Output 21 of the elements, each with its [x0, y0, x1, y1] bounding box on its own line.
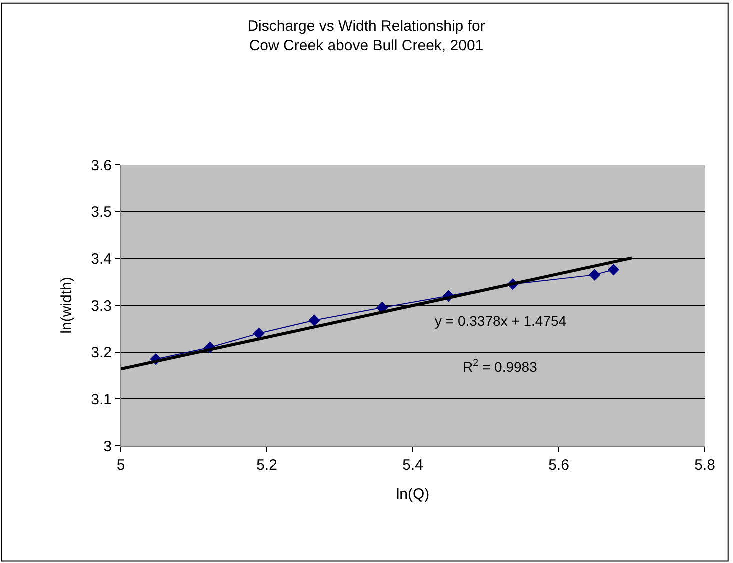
y-tick-label: 3.3: [91, 298, 112, 315]
x-tick-label: 5.4: [402, 457, 424, 474]
point: [608, 264, 620, 276]
y-tick-label: 3.2: [91, 344, 112, 362]
point: [588, 269, 601, 281]
annotation: R$^{2}$ = 0.9983: [463, 358, 538, 375]
point: [308, 314, 320, 326]
x-axis-title: ln(Q): [396, 486, 430, 503]
y-tick-label: 3.5: [91, 204, 112, 222]
x-tick-label: 5.6: [548, 457, 570, 474]
y-tick-label: 3.1: [91, 391, 112, 408]
y-tick-label: 3.4: [91, 250, 112, 268]
annotation: y = 0.3378x + 1.4754: [435, 313, 567, 329]
chart-title: Discharge vs Width Relationship for Cow Creek above Bull Creek, 2001: [248, 18, 486, 54]
x-tick-label: 5: [116, 457, 126, 474]
y-axis-title: ln(width): [58, 277, 76, 334]
x-tick-label: 5.2: [256, 457, 278, 474]
point: [253, 328, 265, 340]
y-tick-label: 3: [104, 438, 112, 456]
x-tick-label: 5.8: [694, 457, 716, 474]
y-tick-label: 3.6: [91, 157, 112, 174]
